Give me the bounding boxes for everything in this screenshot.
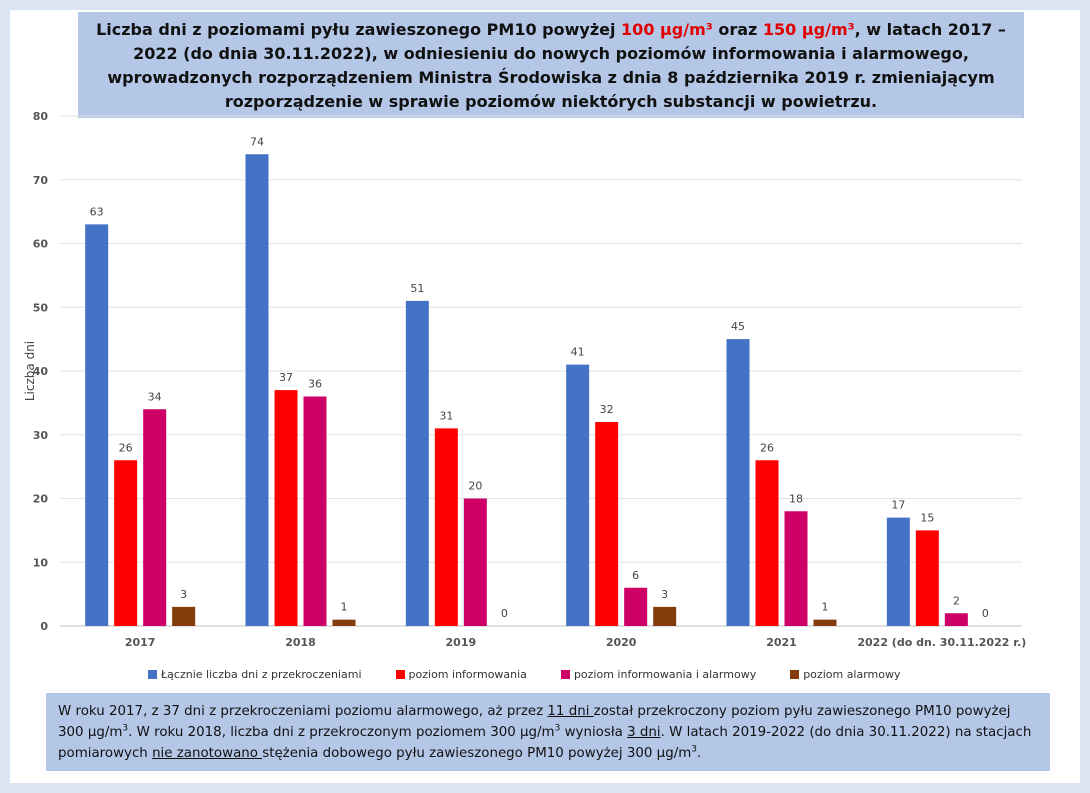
legend-label: poziom alarmowy — [803, 667, 901, 681]
data-label: 32 — [600, 403, 614, 416]
x-tick-label: 2019 — [446, 636, 477, 649]
bar — [653, 606, 677, 626]
x-tick-label: 2022 (do dn. 30.11.2022 r.) — [857, 636, 1026, 649]
legend-label: poziom informowania — [408, 667, 527, 681]
note-text-4: wyniosła — [560, 725, 628, 740]
y-tick-label: 40 — [33, 365, 49, 378]
chart-legend: Łącznie liczba dni z przekroczeniami pozi… — [148, 665, 935, 683]
data-label: 3 — [661, 588, 668, 601]
y-tick-label: 10 — [33, 556, 49, 569]
note-text-2: został przekroczony poziom pyłu zawieszo… — [58, 704, 1011, 740]
data-label: 63 — [90, 205, 104, 218]
bar — [813, 619, 837, 626]
legend-entry: poziom alarmowy — [790, 665, 901, 683]
legend-swatch — [148, 669, 157, 679]
bar — [944, 613, 968, 626]
data-label: 34 — [148, 390, 162, 403]
data-label: 15 — [920, 511, 934, 524]
note-sup-1: 3 — [122, 723, 129, 734]
bar — [463, 498, 487, 626]
y-tick-label: 30 — [33, 429, 49, 442]
note-text-3: . W roku 2018, liczba dni z przekroczony… — [128, 725, 555, 740]
bar — [143, 409, 167, 626]
note-text-1: W roku 2017, z 37 dni z przekroczeniami … — [58, 704, 548, 719]
bar — [886, 517, 910, 626]
legend-entry: poziom informowania — [395, 665, 527, 683]
chart-title: Liczba dni z poziomami pyłu zawieszonego… — [78, 12, 1024, 118]
bar — [755, 460, 779, 626]
note-sup-3: 3 — [691, 744, 697, 755]
bar — [245, 154, 269, 626]
note-box: W roku 2017, z 37 dni z przekroczeniami … — [46, 693, 1050, 771]
data-label: 18 — [789, 492, 803, 505]
title-threshold-150: 150 µg/m³ — [762, 20, 855, 39]
data-label: 1 — [822, 601, 829, 614]
data-label: 17 — [891, 499, 905, 512]
title-text-2: oraz — [712, 20, 763, 39]
bar — [915, 530, 939, 626]
data-label: 6 — [632, 569, 639, 582]
data-label: 51 — [410, 282, 424, 295]
data-label: 0 — [501, 607, 508, 620]
bar — [624, 587, 648, 626]
note-underline-not-recorded: nie zanotowano — [152, 746, 263, 761]
y-axis-label: Liczba dni — [23, 341, 37, 401]
x-tick-label: 2021 — [766, 636, 797, 649]
bar — [566, 364, 590, 626]
data-label: 31 — [439, 409, 453, 422]
bar — [332, 619, 356, 626]
note-sup-2: 3 — [554, 723, 561, 734]
title-threshold-100: 100 µg/m³ — [621, 20, 713, 39]
y-tick-label: 0 — [40, 620, 48, 633]
legend-swatch — [790, 669, 800, 679]
bar — [726, 339, 750, 626]
x-tick-label: 2017 — [125, 636, 156, 649]
legend-entry: poziom informowania i alarmowy — [560, 665, 757, 683]
y-tick-label: 50 — [33, 301, 49, 314]
data-label: 36 — [308, 378, 322, 391]
bar — [595, 422, 619, 626]
data-label: 26 — [760, 441, 774, 454]
y-tick-label: 60 — [33, 238, 49, 251]
bar — [434, 428, 458, 626]
data-label: 37 — [279, 371, 293, 384]
legend-swatch — [395, 669, 405, 679]
data-label: 1 — [341, 601, 348, 614]
bar — [172, 606, 196, 626]
y-tick-label: 80 — [33, 110, 49, 123]
note-underline-3-days: 3 dni — [627, 725, 661, 740]
data-label: 3 — [180, 588, 187, 601]
data-label: 74 — [250, 135, 264, 148]
title-text-3: , w latach 2017 – 2022 (do dnia 30.11.20… — [107, 20, 1006, 111]
bar — [303, 396, 327, 626]
title-text-1: Liczba dni z poziomami pyłu zawieszonego… — [96, 20, 622, 39]
bar — [274, 390, 298, 626]
x-tick-label: 2020 — [606, 636, 637, 649]
note-text-7: . — [697, 746, 702, 761]
bar — [405, 300, 429, 626]
y-tick-label: 20 — [33, 493, 49, 506]
data-label: 20 — [468, 480, 482, 493]
legend-swatch — [560, 669, 570, 679]
legend-label: poziom informowania i alarmowy — [573, 667, 757, 681]
data-label: 0 — [982, 607, 989, 620]
note-underline-11-days: 11 dni — [547, 704, 594, 719]
data-label: 26 — [119, 441, 133, 454]
data-label: 2 — [953, 594, 960, 607]
note-text-5: . W latach 2019-2022 (do dnia 30.11.2022… — [58, 725, 1032, 761]
bar — [784, 511, 808, 626]
legend-entry: Łącznie liczba dni z przekroczeniami — [148, 665, 362, 683]
bar — [114, 460, 138, 626]
data-label: 45 — [731, 320, 745, 333]
legend-label: Łącznie liczba dni z przekroczeniami — [161, 667, 362, 681]
y-tick-label: 70 — [33, 174, 49, 187]
note-text-6: stężenia dobowego pyłu zawieszonego PM10… — [262, 746, 692, 761]
x-tick-label: 2018 — [285, 636, 316, 649]
bar — [85, 224, 109, 626]
data-label: 41 — [571, 346, 585, 359]
